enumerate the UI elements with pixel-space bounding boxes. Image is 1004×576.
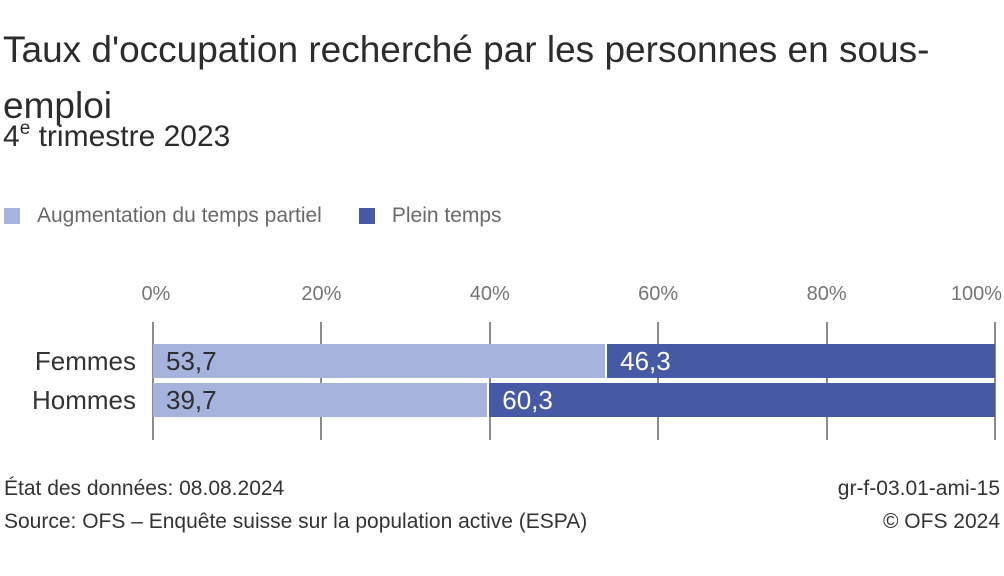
source-text: Source: OFS – Enquête suisse sur la popu… bbox=[4, 510, 588, 533]
copyright-text: © OFS 2024 bbox=[882, 510, 1000, 533]
x-axis-tick-label: 20% bbox=[301, 283, 342, 305]
legend-item-augmentation-temps-partiel[interactable]: Augmentation du temps partiel bbox=[4, 204, 322, 228]
legend: Augmentation du temps partiel Plein temp… bbox=[4, 203, 502, 229]
x-axis-tick-line bbox=[152, 322, 154, 440]
x-axis-tick-label: 100% bbox=[950, 283, 1002, 305]
bar-segment-femmes-temps-partiel[interactable]: 53,7 bbox=[153, 344, 606, 378]
subtitle-number: 4 bbox=[3, 120, 20, 153]
category-label-hommes: Hommes bbox=[31, 385, 136, 415]
data-status-text: État des données: 08.08.2024 bbox=[4, 477, 285, 500]
chart-subtitle: 4e trimestre 2023 bbox=[3, 119, 230, 155]
x-axis-tick-line bbox=[320, 322, 323, 440]
bar-value-label: 39,7 bbox=[166, 385, 217, 415]
stacked-bar-chart: 0% 20% 40% 60% 80% 100% 53,7 46,3 39,7 60,3 bbox=[141, 283, 1002, 448]
bar-row-hommes: 39,7 60,3 bbox=[153, 383, 995, 417]
x-axis-tick-line bbox=[657, 322, 660, 440]
x-axis-tick-label: 0% bbox=[141, 283, 171, 305]
category-label-femmes: Femmes bbox=[34, 346, 136, 376]
footer-right: gr-f-03.01-ami-15 © OFS 2024 bbox=[838, 472, 1000, 538]
legend-swatch-dark-blue-icon bbox=[358, 208, 375, 224]
bar-value-label: 60,3 bbox=[502, 385, 553, 415]
legend-label: Plein temps bbox=[391, 204, 502, 227]
x-axis-tick-line bbox=[994, 322, 996, 440]
subtitle-rest: trimestre 2023 bbox=[30, 120, 231, 153]
figure-id-text: gr-f-03.01-ami-15 bbox=[837, 477, 1000, 500]
x-axis-tick-label: 40% bbox=[469, 283, 510, 305]
bar-value-label: 53,7 bbox=[166, 346, 217, 376]
x-axis-tick-line bbox=[488, 322, 491, 440]
chart-footer: État des données: 08.08.2024 Source: OFS… bbox=[4, 472, 1000, 538]
x-axis-tick-line bbox=[825, 322, 828, 440]
x-axis-labels: 0% 20% 40% 60% 80% 100% bbox=[141, 283, 1002, 307]
x-axis-tick-label: 60% bbox=[638, 283, 679, 305]
bar-segment-femmes-plein-temps[interactable]: 46,3 bbox=[605, 344, 995, 378]
footer-left: État des données: 08.08.2024 Source: OFS… bbox=[4, 472, 604, 538]
bar-value-label: 46,3 bbox=[620, 346, 671, 376]
x-axis-tick-label: 80% bbox=[806, 283, 847, 305]
chart-title: Taux d'occupation recherché par les pers… bbox=[3, 28, 930, 126]
bar-segment-hommes-temps-partiel[interactable]: 39,7 bbox=[153, 383, 488, 417]
legend-label: Augmentation du temps partiel bbox=[37, 204, 322, 227]
subtitle-superscript: e bbox=[19, 118, 31, 139]
legend-item-plein-temps[interactable]: Plein temps bbox=[358, 204, 502, 228]
bar-row-femmes: 53,7 46,3 bbox=[153, 344, 995, 378]
bar-segment-hommes-plein-temps[interactable]: 60,3 bbox=[487, 383, 995, 417]
x-axis-ticks bbox=[152, 322, 996, 440]
legend-swatch-light-blue-icon bbox=[4, 208, 20, 224]
